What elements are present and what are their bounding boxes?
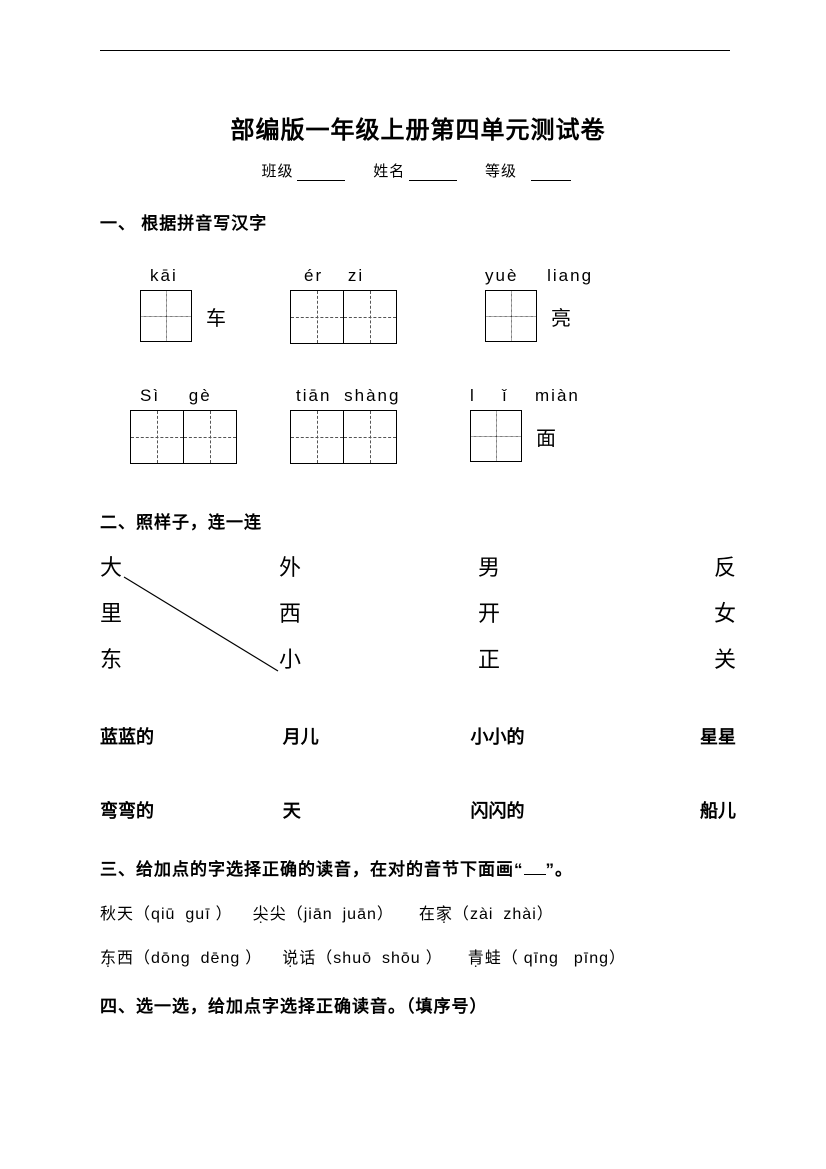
hanzi-after: 面: [536, 422, 556, 451]
section-3-heading: 三、给加点的字选择正确的读音，在对的音节下面画“ ”。: [100, 855, 736, 880]
pinyin-row-2: Sì gè tiān shàng l ǐ miàn 面: [100, 380, 736, 470]
pinyin-option[interactable]: shōu: [382, 950, 421, 967]
pinyin-group: ér zi: [290, 260, 397, 344]
s3-prefix: 三、给加点的字选择正确的读音，在对的音节下面画“: [100, 860, 524, 879]
q3-word: 说话: [282, 950, 316, 967]
pinyin-group: l ǐ miàn 面: [470, 380, 580, 462]
pair-cell[interactable]: 蓝蓝的: [100, 723, 233, 749]
s3-suffix: ”。: [546, 860, 574, 879]
pair-cell[interactable]: 小小的: [416, 723, 604, 749]
name-blank[interactable]: [409, 166, 457, 181]
q3-word: 东西: [100, 950, 134, 967]
match-row: 大 外 男 反: [100, 557, 736, 579]
q3-word: 在家: [419, 906, 453, 923]
match-row: 东 小 正 关: [100, 649, 736, 671]
pinyin-text: kāi: [140, 260, 178, 286]
match-phrase-grid: 蓝蓝的 月儿 小小的 星星 弯弯的 天 闪闪的 船儿: [100, 723, 736, 823]
q3-line-2: 东西（dōng dēng ） 说话（shuō shōu ） 青蛙（ qīng p…: [100, 944, 736, 968]
section-4-heading: 四、选一选，给加点字选择正确读音。（填序号）: [100, 992, 736, 1017]
hanzi-after: 车: [206, 302, 226, 331]
match-cell[interactable]: 大: [100, 557, 229, 579]
pair-cell[interactable]: 天: [233, 797, 416, 823]
page-container: 部编版一年级上册第四单元测试卷 班级 姓名 等级 一、 根据拼音写汉字 kāi …: [0, 0, 826, 1169]
q3-word: 青蛙: [468, 950, 502, 967]
match-cell[interactable]: 开: [408, 603, 607, 625]
class-label: 班级: [261, 164, 293, 180]
pinyin-option[interactable]: qiū: [151, 906, 175, 923]
pair-cell[interactable]: 闪闪的: [416, 797, 604, 823]
match-hanzi-grid: 大 外 男 反 里 西 开 女 东 小 正 关: [100, 557, 736, 693]
match-cell[interactable]: 关: [607, 649, 736, 671]
document-title: 部编版一年级上册第四单元测试卷: [100, 110, 736, 145]
pinyin-group: kāi 车: [140, 260, 226, 342]
pinyin-option[interactable]: juān: [343, 906, 377, 923]
pinyin-group: Sì gè: [130, 380, 237, 464]
match-cell[interactable]: 男: [408, 557, 607, 579]
pinyin-option[interactable]: dōng: [151, 950, 191, 967]
tian-box-double[interactable]: [130, 410, 237, 464]
q3-word: 秋天: [100, 906, 134, 923]
name-label: 姓名: [373, 164, 405, 180]
pinyin-option[interactable]: qīng: [524, 950, 559, 967]
pinyin-group: yuè liang 亮: [485, 260, 593, 342]
match-cell[interactable]: 女: [607, 603, 736, 625]
grade-label: 等级: [485, 164, 517, 180]
grade-blank[interactable]: [531, 166, 571, 181]
tian-box-double[interactable]: [290, 410, 397, 464]
pinyin-row-1: kāi 车 ér zi yuè liang 亮: [100, 260, 736, 350]
pair-cell[interactable]: 星星: [603, 723, 736, 749]
student-info-row: 班级 姓名 等级: [100, 160, 736, 181]
match-cell[interactable]: 东: [100, 649, 229, 671]
class-blank[interactable]: [297, 166, 345, 181]
pinyin-option[interactable]: dēng: [201, 950, 241, 967]
pinyin-option[interactable]: pīng: [574, 950, 609, 967]
pinyin-text: Sì gè: [130, 380, 212, 406]
tian-box-double[interactable]: [290, 290, 397, 344]
pinyin-option[interactable]: guī: [185, 906, 210, 923]
pair-cell[interactable]: 船儿: [603, 797, 736, 823]
pinyin-option[interactable]: shuō: [333, 950, 372, 967]
pair-row: 蓝蓝的 月儿 小小的 星星: [100, 723, 736, 749]
pair-row: 弯弯的 天 闪闪的 船儿: [100, 797, 736, 823]
match-cell[interactable]: 外: [229, 557, 408, 579]
tian-box[interactable]: [470, 410, 522, 462]
pinyin-group: tiān shàng: [290, 380, 400, 464]
tian-box[interactable]: [485, 290, 537, 342]
underline-example-icon: [524, 857, 546, 875]
section-2-heading: 二、照样子，连一连: [100, 508, 736, 533]
pinyin-option[interactable]: zài: [470, 906, 493, 923]
pinyin-text: ér zi: [290, 260, 364, 286]
match-cell[interactable]: 西: [229, 603, 408, 625]
pinyin-text: yuè liang: [485, 260, 593, 286]
hanzi-after: 亮: [551, 302, 571, 331]
match-cell[interactable]: 小: [229, 649, 408, 671]
match-cell[interactable]: 里: [100, 603, 229, 625]
pair-cell[interactable]: 月儿: [233, 723, 416, 749]
pinyin-text: l ǐ miàn: [470, 380, 580, 406]
match-row: 里 西 开 女: [100, 603, 736, 625]
pinyin-option[interactable]: zhài: [503, 906, 536, 923]
q3-line-1: 秋天（qiū guī ） 尖尖（jiān juān） 在家（zài zhài）: [100, 900, 736, 924]
pair-cell[interactable]: 弯弯的: [100, 797, 233, 823]
pinyin-option[interactable]: jiān: [304, 906, 333, 923]
section-1-heading: 一、 根据拼音写汉字: [100, 209, 736, 234]
q3-word: 尖尖: [253, 906, 287, 923]
pinyin-text: tiān shàng: [290, 380, 400, 406]
tian-box[interactable]: [140, 290, 192, 342]
top-horizontal-rule: [100, 50, 730, 51]
match-cell[interactable]: 反: [607, 557, 736, 579]
match-cell[interactable]: 正: [408, 649, 607, 671]
